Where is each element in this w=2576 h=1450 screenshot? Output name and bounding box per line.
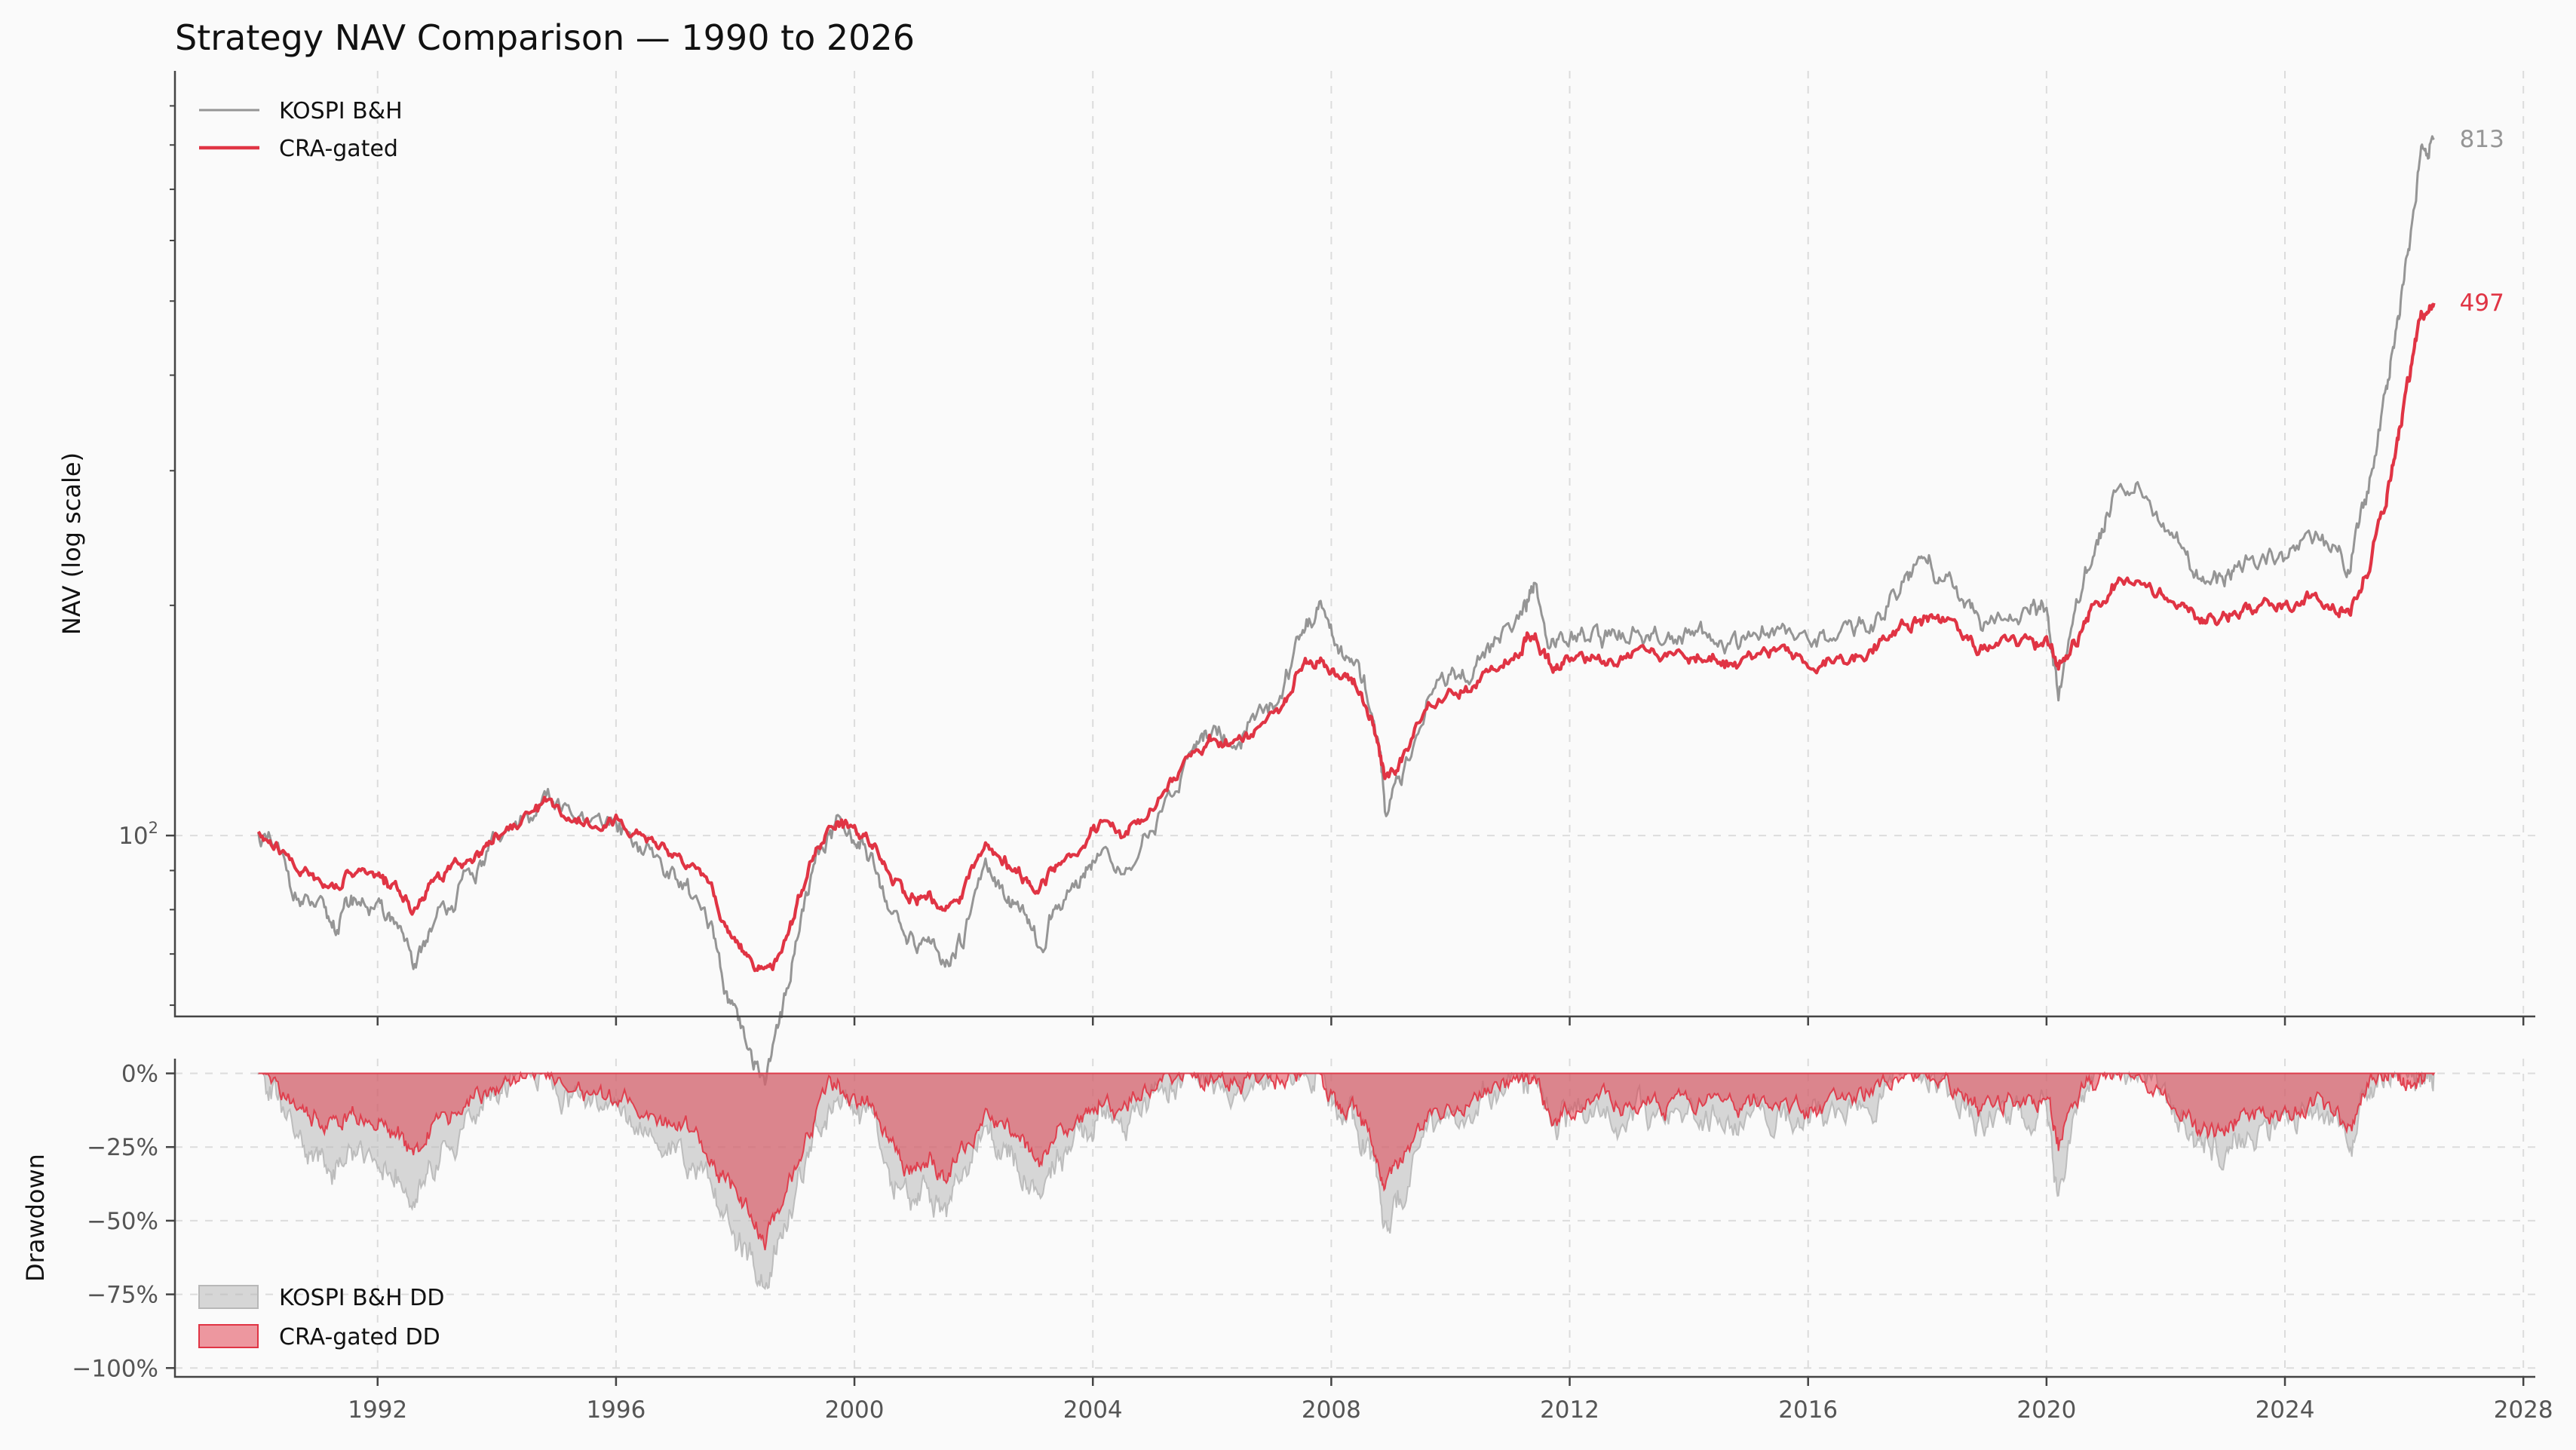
nav-axis-spines: [173, 71, 2535, 1018]
nav-end-labels: 813 497: [2460, 126, 2504, 317]
drawdown-x-tick-label-2024: 2024: [2256, 1396, 2315, 1424]
nav-end-label-cra-gated: 497: [2460, 290, 2504, 317]
nav-gridlines: [175, 71, 2535, 1016]
drawdown-x-tick-label-2012: 2012: [1540, 1396, 1599, 1424]
nav-series-group: [256, 135, 2436, 1086]
nav-end-label-kospi-b-h: 813: [2460, 126, 2504, 153]
nav-series-kospi-b-h: [257, 135, 2435, 1086]
drawdown-x-tick-label-2020: 2020: [2016, 1396, 2076, 1424]
drawdown-x-tick-label-2008: 2008: [1302, 1396, 1361, 1424]
nav-legend-label-cra-gated: CRA-gated: [279, 136, 398, 162]
drawdown-y-tick-label: 0%: [121, 1061, 158, 1088]
drawdown-y-axis-label: Drawdown: [21, 1154, 50, 1282]
drawdown-x-tick-label-2016: 2016: [1778, 1396, 1838, 1424]
drawdown-x-ticks: 1992 1996 2000 2004 2008 2012 2016 2020 2024 2028: [348, 1377, 2553, 1424]
drawdown-y-tick-label: −100%: [72, 1355, 158, 1382]
drawdown-area-cra-gated-dd: [258, 1070, 2436, 1251]
nav-series-cra-gated: [256, 302, 2436, 973]
drawdown-y-ticks: 0% −25% −50% −75% −100%: [72, 1061, 175, 1382]
drawdown-y-tick-label: −75%: [87, 1282, 158, 1309]
drawdown-y-tick-label: −50%: [87, 1208, 158, 1235]
nav-y-axis-label: NAV (log scale): [57, 452, 86, 635]
drawdown-axis-spines: [173, 1059, 2535, 1378]
drawdown-x-tick-label-2028: 2028: [2494, 1396, 2553, 1424]
drawdown-x-tick-label-1992: 1992: [348, 1396, 407, 1424]
drawdown-legend: KOSPI B&H DD CRA-gated DD: [198, 1285, 444, 1350]
drawdown-legend-label-kospi-b-h-dd: KOSPI B&H DD: [279, 1285, 444, 1311]
nav-panel: 813 497 102 NAV (log scale) KOSPI B&H CRA-…: [57, 71, 2535, 1086]
drawdown-y-tick-label: −25%: [87, 1134, 158, 1161]
drawdown-series-group: [257, 1070, 2436, 1290]
drawdown-legend-swatch-cra-gated-dd: [198, 1324, 259, 1348]
nav-legend-label-kospi-b-h: KOSPI B&H: [279, 98, 403, 124]
chart-title: Strategy NAV Comparison — 1990 to 2026: [175, 17, 915, 58]
drawdown-panel: 0% −25% −50% −75% −100% 1992 1996 2000 2004 2008…: [21, 1059, 2553, 1424]
nav-legend: KOSPI B&H CRA-gated: [199, 98, 403, 162]
drawdown-legend-swatch-kospi-b-h-dd: [198, 1285, 259, 1309]
drawdown-x-tick-label-2000: 2000: [825, 1396, 885, 1424]
drawdown-x-tick-label-2004: 2004: [1063, 1396, 1123, 1424]
drawdown-legend-label-cra-gated-dd: CRA-gated DD: [279, 1324, 440, 1350]
drawdown-x-tick-label-1996: 1996: [586, 1396, 646, 1424]
nav-x-ticks: [376, 1016, 2525, 1025]
nav-y-ticks: 102: [118, 105, 175, 1007]
nav-y-tick-label: 102: [118, 819, 158, 850]
